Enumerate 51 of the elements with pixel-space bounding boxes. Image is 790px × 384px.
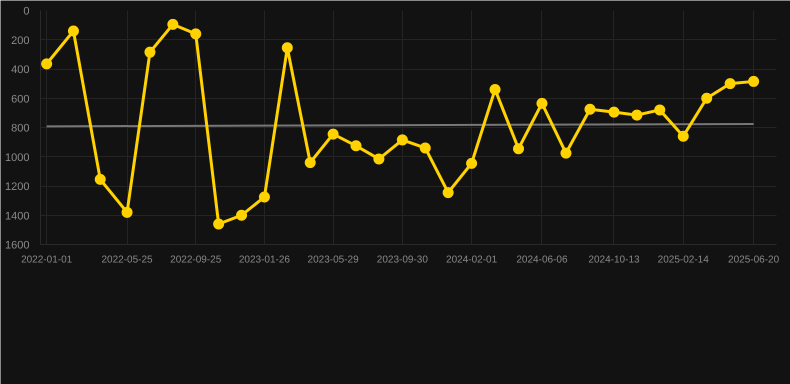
point [41, 58, 52, 70]
x-tick-label: 2023-01-26 [238, 254, 290, 266]
point [748, 76, 760, 87]
point [68, 25, 79, 36]
y-tick-label: 200 [11, 34, 30, 47]
point [213, 218, 224, 230]
x-tick-label: 2024-10-13 [588, 254, 640, 266]
point [144, 46, 156, 58]
y-tick-label: 800 [11, 122, 30, 134]
point [396, 134, 408, 146]
point [536, 98, 548, 109]
point [701, 92, 712, 104]
x-tick-label: 2023-09-30 [376, 254, 428, 266]
point [442, 187, 454, 198]
point [654, 104, 666, 116]
point [608, 106, 620, 118]
point [631, 110, 642, 121]
point [513, 143, 524, 154]
point [94, 174, 106, 185]
point [236, 210, 248, 221]
x-tick-label: 2022-09-25 [170, 254, 222, 266]
point [282, 42, 293, 54]
point [420, 142, 431, 154]
point [304, 157, 316, 168]
x-tick-label: 2025-06-20 [728, 254, 780, 266]
point [167, 18, 178, 30]
x-tick-label: 2022-01-01 [21, 254, 73, 266]
point [122, 206, 133, 218]
y-tick-label: 1000 [5, 152, 30, 164]
point [350, 140, 362, 152]
x-tick-label: 2022-05-25 [101, 254, 154, 266]
y-tick-label: 1400 [5, 210, 30, 222]
x-tick-label: 2025-02-14 [658, 254, 710, 266]
x-tick-label: 2024-02-01 [446, 254, 498, 266]
point [258, 191, 270, 202]
x-tick-label: 2024-06-06 [516, 254, 568, 266]
point [560, 148, 572, 159]
y-tick-label: 1200 [5, 181, 30, 193]
point [328, 128, 339, 140]
point [724, 78, 736, 90]
y-tick-label: 600 [11, 93, 30, 106]
y-tick-label: 0 [23, 6, 30, 18]
y-tick-label: 1600 [5, 240, 30, 252]
point [373, 153, 384, 164]
x-tick-label: 2023-05-29 [308, 254, 360, 266]
point [584, 104, 596, 115]
y-tick-label: 400 [11, 64, 30, 76]
point [190, 28, 202, 40]
point [466, 158, 478, 169]
point [490, 84, 501, 95]
point [678, 130, 689, 142]
